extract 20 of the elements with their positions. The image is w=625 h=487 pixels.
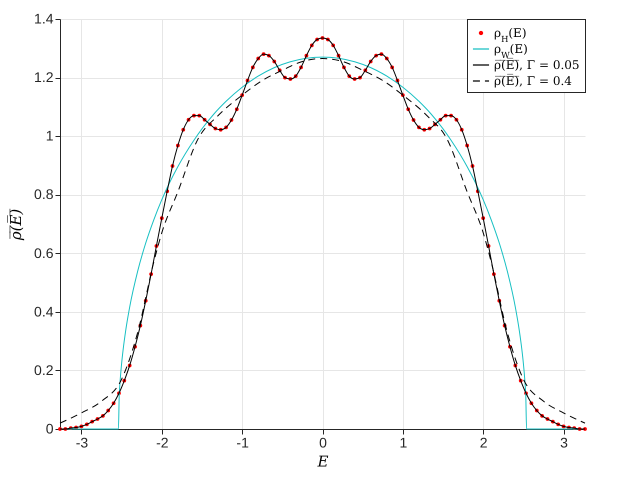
y-axis-title: ρ̅(̅E̅)̅ xyxy=(6,208,26,242)
x-tick-label: 0 xyxy=(319,434,328,450)
y-tick-label: 1.4 xyxy=(34,10,54,26)
legend-label: ρ̅(̅E̅)̅, Γ = 0.05 xyxy=(494,56,580,72)
x-tick-label: 2 xyxy=(480,434,488,450)
y-tick-label: 0.8 xyxy=(34,186,54,202)
x-tick-label: -2 xyxy=(156,434,169,450)
legend-label: ρ̅(̅E̅)̅, Γ = 0.4 xyxy=(494,72,572,88)
x-tick-label: 1 xyxy=(399,434,408,450)
x-tick-label: -3 xyxy=(76,434,88,450)
y-tick-label: 0.4 xyxy=(34,303,54,320)
y-tick-label: 0 xyxy=(46,420,54,436)
x-axis-title: E xyxy=(316,452,329,470)
legend-label: ρ$_{H}$(E) xyxy=(494,26,526,44)
y-tick-label: 1.2 xyxy=(34,69,54,86)
y-tick-label: 0.6 xyxy=(34,244,54,261)
y-tick-label: 0.2 xyxy=(34,362,54,378)
y-tick-label: 1 xyxy=(46,128,54,144)
x-tick-label: 3 xyxy=(560,434,568,450)
x-tick-label: -1 xyxy=(236,434,250,450)
